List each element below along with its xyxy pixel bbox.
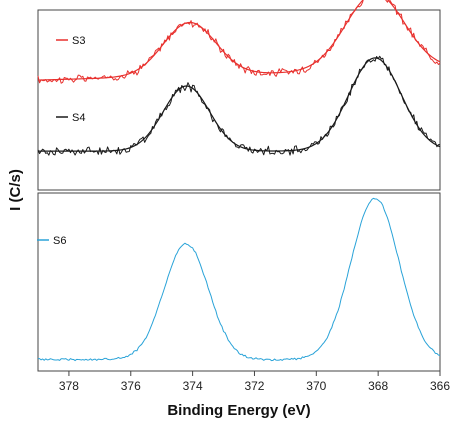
- x-tick-label: 378: [59, 379, 79, 393]
- x-tick-label: 374: [183, 379, 203, 393]
- series-s3-fit-line: [37, 0, 441, 81]
- y-axis-title: I (C/s): [7, 169, 24, 211]
- lower-panel-series: [37, 197, 441, 362]
- series-s4-data-line: [37, 55, 441, 156]
- x-tick-label: 370: [306, 379, 326, 393]
- x-axis: 378 376 374 372 370 368 366: [59, 371, 450, 393]
- legend-label-s3: S3: [72, 35, 85, 47]
- x-tick-label: 366: [430, 379, 450, 393]
- upper-panel-frame: [37, 9, 441, 191]
- legend: S3 S4 S6: [37, 35, 85, 247]
- x-tick-label: 368: [368, 379, 388, 393]
- series-s4-fit-line: [38, 57, 441, 152]
- upper-panel-series: [37, 0, 441, 156]
- series-s6-data-line: [37, 197, 441, 362]
- legend-label-s4: S4: [72, 112, 85, 124]
- x-axis-title: Binding Energy (eV): [167, 402, 310, 419]
- legend-label-s6: S6: [53, 235, 66, 247]
- x-tick-label: 372: [244, 379, 264, 393]
- series-s3-data-line: [37, 0, 441, 84]
- lower-panel-frame: [37, 192, 441, 372]
- x-tick-label: 376: [121, 379, 141, 393]
